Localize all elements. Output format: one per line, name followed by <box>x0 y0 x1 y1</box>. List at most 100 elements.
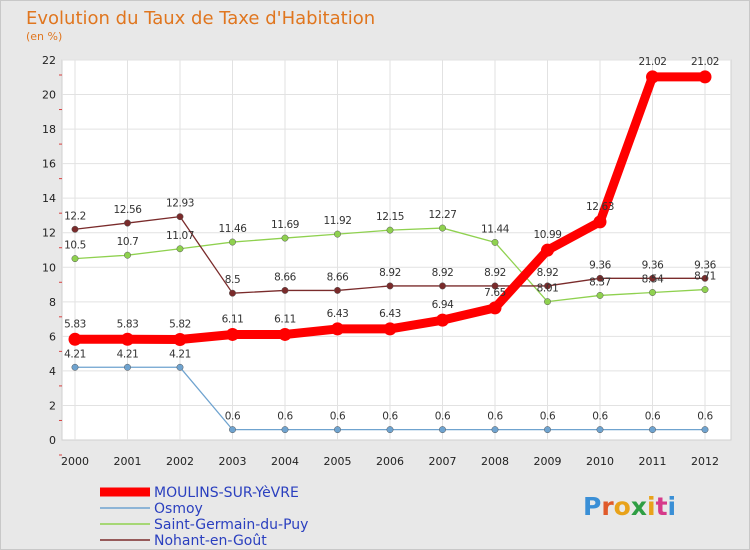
data-label: 8.66 <box>274 271 296 283</box>
data-label: 12.15 <box>376 211 404 223</box>
data-point <box>71 363 79 371</box>
data-label: 7.65 <box>484 287 506 299</box>
data-point <box>596 274 604 282</box>
data-label: 8.54 <box>642 273 664 285</box>
x-tick-label: 2004 <box>271 455 299 468</box>
data-label: 8.66 <box>327 271 349 283</box>
data-label: 8.92 <box>484 267 506 279</box>
data-label: 0.6 <box>277 411 293 423</box>
data-point <box>488 301 502 315</box>
legend-item: MOULINS-SUR-YèVRE <box>100 485 299 501</box>
data-label: 8.71 <box>694 271 716 283</box>
chart-title: Evolution du Taux de Taxe d'Habitation <box>26 8 375 29</box>
data-label: 0.6 <box>435 411 451 423</box>
series-0 <box>68 70 712 346</box>
brand-letter: x <box>631 492 647 521</box>
data-label: 4.21 <box>117 348 139 360</box>
series-1 <box>71 363 709 434</box>
data-point <box>278 327 292 341</box>
data-label: 10.7 <box>117 236 139 248</box>
data-point <box>229 289 236 297</box>
data-point <box>68 332 82 346</box>
data-point <box>593 215 607 229</box>
data-label: 0.6 <box>697 411 713 423</box>
data-point <box>176 245 184 253</box>
legend-item: Nohant-en-Goût <box>100 533 267 549</box>
y-tick-label: 18 <box>42 123 56 136</box>
legend-item: Osmoy <box>100 501 203 517</box>
data-point <box>649 274 656 282</box>
brand-logo: Proxiti <box>583 492 676 521</box>
data-label: 21.02 <box>638 56 666 68</box>
data-label: 0.6 <box>592 411 608 423</box>
data-label: 8.5 <box>225 274 241 286</box>
brand-letter: i <box>647 492 656 521</box>
y-tick-label: 16 <box>42 158 56 171</box>
data-label: 5.83 <box>64 318 86 330</box>
y-tick-label: 6 <box>49 330 56 343</box>
data-point <box>439 224 446 232</box>
data-label: 10.99 <box>533 229 561 241</box>
y-tick-label: 4 <box>49 365 56 378</box>
x-tick-label: 2001 <box>114 455 142 468</box>
y-tick-label: 10 <box>42 261 56 274</box>
data-point <box>701 274 709 282</box>
data-label: 8.92 <box>379 267 401 279</box>
data-point <box>439 426 446 434</box>
data-label: 6.11 <box>274 313 296 325</box>
data-label: 11.69 <box>271 219 299 231</box>
y-tick-label: 8 <box>49 296 56 309</box>
data-label: 12.2 <box>64 210 86 222</box>
data-point <box>646 70 659 84</box>
brand-letter: i <box>668 492 677 521</box>
data-point <box>281 234 289 242</box>
x-tick-label: 2009 <box>534 455 562 468</box>
brand-letter: t <box>656 492 668 521</box>
data-point <box>334 230 341 238</box>
data-label: 11.92 <box>323 215 351 227</box>
data-label: 9.36 <box>642 259 664 271</box>
x-tick-label: 2010 <box>586 455 614 468</box>
data-label: 0.6 <box>645 411 661 423</box>
data-point <box>698 70 712 84</box>
data-label: 0.6 <box>330 411 346 423</box>
brand-letter: P <box>583 492 601 521</box>
data-label: 0.6 <box>225 411 241 423</box>
legend-label: Osmoy <box>154 501 203 517</box>
data-point <box>544 282 551 290</box>
data-point <box>229 426 236 434</box>
data-label: 6.94 <box>432 299 454 311</box>
data-point <box>281 286 289 294</box>
data-point <box>124 363 131 371</box>
data-label: 6.43 <box>327 308 349 320</box>
data-label: 9.36 <box>694 259 716 271</box>
data-point <box>386 282 394 290</box>
x-tick-label: 2008 <box>481 455 509 468</box>
x-tick-label: 2006 <box>376 455 404 468</box>
data-label: 21.02 <box>691 56 719 68</box>
data-point <box>541 243 554 257</box>
data-point <box>71 255 79 263</box>
plot-area <box>61 59 732 441</box>
x-tick-label: 2011 <box>639 455 667 468</box>
data-label: 0.6 <box>382 411 398 423</box>
chart-subtitle: (en %) <box>26 30 62 43</box>
series-group <box>68 70 712 434</box>
brand-letter: o <box>614 492 631 521</box>
data-point <box>71 225 79 233</box>
data-point <box>491 238 499 246</box>
data-label: 11.46 <box>218 223 247 235</box>
data-point <box>334 426 341 434</box>
y-tick-label: 12 <box>42 227 56 240</box>
data-label: 12.56 <box>113 204 142 216</box>
data-point <box>436 313 449 327</box>
data-point <box>124 219 131 227</box>
data-label: 8.37 <box>589 276 611 288</box>
data-point <box>701 426 709 434</box>
data-point <box>386 426 394 434</box>
grid-lines <box>62 59 731 440</box>
data-label: 8.01 <box>537 283 559 295</box>
data-label: 11.44 <box>481 223 510 235</box>
y-tick-label: 0 <box>49 434 56 447</box>
